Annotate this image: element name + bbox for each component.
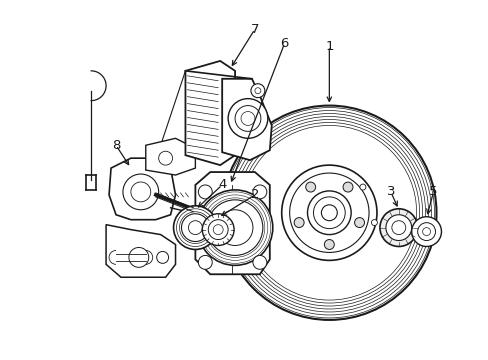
Circle shape <box>252 255 266 269</box>
Polygon shape <box>109 158 175 220</box>
Circle shape <box>222 105 436 320</box>
Circle shape <box>158 151 172 165</box>
Polygon shape <box>222 79 271 160</box>
Circle shape <box>254 88 260 94</box>
Circle shape <box>129 247 148 267</box>
Text: 6: 6 <box>280 37 288 50</box>
Circle shape <box>379 209 417 247</box>
Circle shape <box>307 191 350 235</box>
Circle shape <box>181 214 209 242</box>
Circle shape <box>208 220 228 239</box>
Circle shape <box>354 217 364 228</box>
Text: 7: 7 <box>250 23 259 36</box>
Polygon shape <box>106 225 175 277</box>
Circle shape <box>294 217 304 228</box>
Circle shape <box>122 174 158 210</box>
Circle shape <box>371 220 377 225</box>
Circle shape <box>321 205 337 221</box>
Circle shape <box>156 251 168 264</box>
Circle shape <box>217 210 252 246</box>
Text: 5: 5 <box>428 185 437 198</box>
Circle shape <box>422 228 429 235</box>
Circle shape <box>313 197 345 229</box>
Circle shape <box>359 184 365 190</box>
Circle shape <box>289 173 368 252</box>
Circle shape <box>202 214 234 246</box>
Circle shape <box>385 215 411 240</box>
Circle shape <box>188 221 202 235</box>
Circle shape <box>252 185 266 199</box>
Circle shape <box>197 190 272 265</box>
Circle shape <box>324 239 334 249</box>
Circle shape <box>250 84 264 98</box>
Circle shape <box>391 221 405 235</box>
Text: 3: 3 <box>386 185 394 198</box>
Circle shape <box>235 105 260 131</box>
Polygon shape <box>145 138 195 175</box>
Circle shape <box>417 223 435 240</box>
Circle shape <box>228 99 267 138</box>
Circle shape <box>198 185 212 199</box>
Circle shape <box>173 206 217 249</box>
Circle shape <box>207 200 263 255</box>
Text: 4: 4 <box>218 179 226 192</box>
Circle shape <box>198 255 212 269</box>
Circle shape <box>411 217 441 247</box>
Circle shape <box>241 112 254 125</box>
Circle shape <box>131 182 150 202</box>
Circle shape <box>343 182 352 192</box>
Circle shape <box>305 182 315 192</box>
Text: 1: 1 <box>325 40 333 53</box>
Text: 2: 2 <box>250 188 259 201</box>
Polygon shape <box>195 172 269 274</box>
Circle shape <box>213 225 223 235</box>
Text: 8: 8 <box>112 139 120 152</box>
Circle shape <box>281 165 376 260</box>
Polygon shape <box>185 61 235 165</box>
